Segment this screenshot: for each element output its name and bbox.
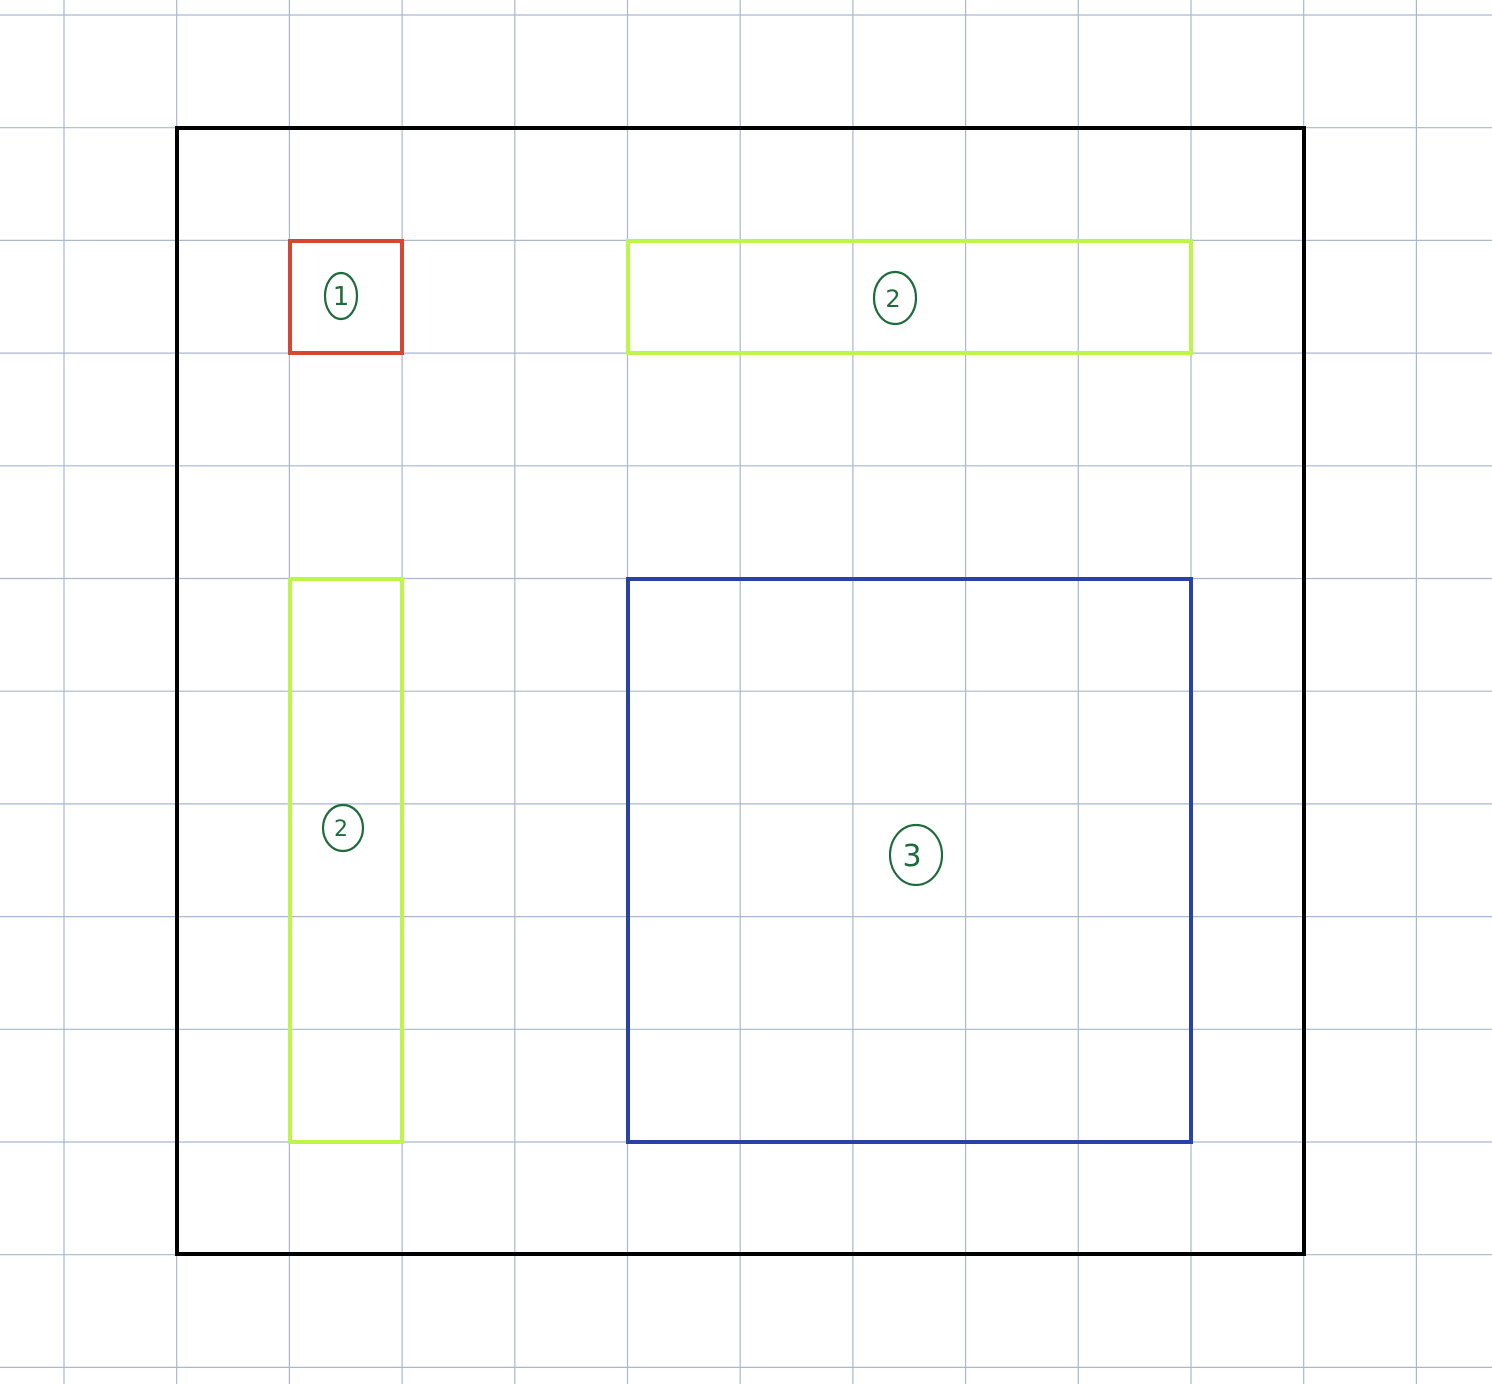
label-circle — [872, 270, 918, 326]
blue-box — [626, 577, 1193, 1144]
green-box-top — [626, 239, 1193, 355]
green-box-left-group: 2 — [288, 577, 404, 1144]
green-box-top-label: 2 — [885, 285, 900, 313]
label-circle — [888, 823, 944, 887]
red-box — [288, 239, 404, 355]
outer-square — [175, 126, 1306, 1256]
label-circle — [323, 271, 359, 321]
red-box-label: 1 — [333, 282, 350, 312]
red-box-group: 1 — [288, 239, 404, 355]
blue-box-label: 3 — [902, 839, 921, 874]
label-circle — [321, 803, 365, 853]
green-box-left — [288, 577, 404, 1144]
green-box-left-label: 2 — [334, 817, 348, 842]
green-box-top-group: 2 — [626, 239, 1193, 355]
blue-box-group: 3 — [626, 577, 1193, 1144]
